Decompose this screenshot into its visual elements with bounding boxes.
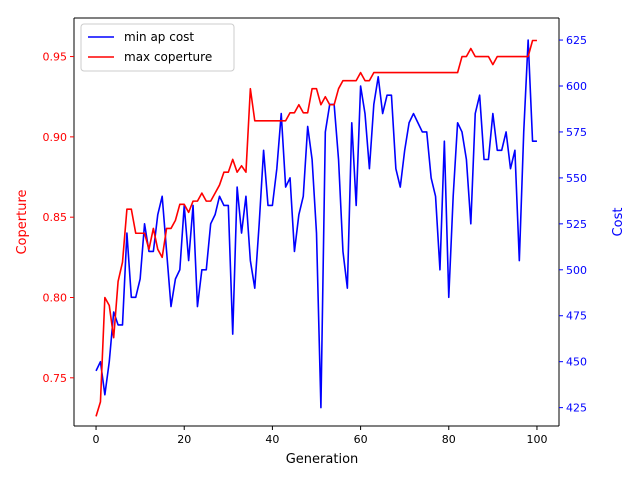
x-axis-label: Generation	[286, 452, 359, 467]
axes: 0 20 40 60 80 100 0.75 0.80 0.85 0.90 0.95 425 450 47…	[43, 17, 587, 446]
legend: min ap cost max coperture	[80, 23, 235, 72]
left-y-tick-label: 0.95	[43, 51, 68, 64]
right-y-tick-label: 625	[566, 34, 587, 47]
x-tick-label: 20	[177, 433, 191, 446]
right-y-tick-label: 550	[566, 172, 587, 185]
x-tick-label: 40	[265, 433, 279, 446]
x-tick-label: 60	[354, 433, 368, 446]
legend-label: max coperture	[124, 50, 212, 64]
right-y-tick-label: 600	[566, 80, 587, 93]
series-line-max-coperture	[95, 39, 537, 417]
right-y-tick-label: 450	[566, 356, 587, 369]
right-y-axis-label: Cost	[611, 208, 626, 237]
legend-label: min ap cost	[124, 30, 194, 44]
left-y-tick-label: 0.85	[43, 211, 68, 224]
right-y-tick-label: 425	[566, 402, 587, 415]
x-tick-label: 100	[526, 433, 547, 446]
series-line-min-ap-cost	[95, 39, 537, 409]
right-y-tick-label: 475	[566, 310, 587, 323]
right-y-tick-label: 525	[566, 218, 587, 231]
left-y-tick-label: 0.80	[43, 291, 68, 304]
right-y-tick-label: 575	[566, 126, 587, 139]
right-y-tick-label: 500	[566, 264, 587, 277]
left-y-axis-label: Coperture	[15, 189, 30, 254]
x-tick-label: 80	[442, 433, 456, 446]
legend-box	[80, 23, 235, 72]
plot-area	[95, 39, 537, 417]
x-tick-label: 0	[93, 433, 100, 446]
left-y-tick-label: 0.90	[43, 131, 68, 144]
left-y-tick-label: 0.75	[43, 372, 68, 385]
